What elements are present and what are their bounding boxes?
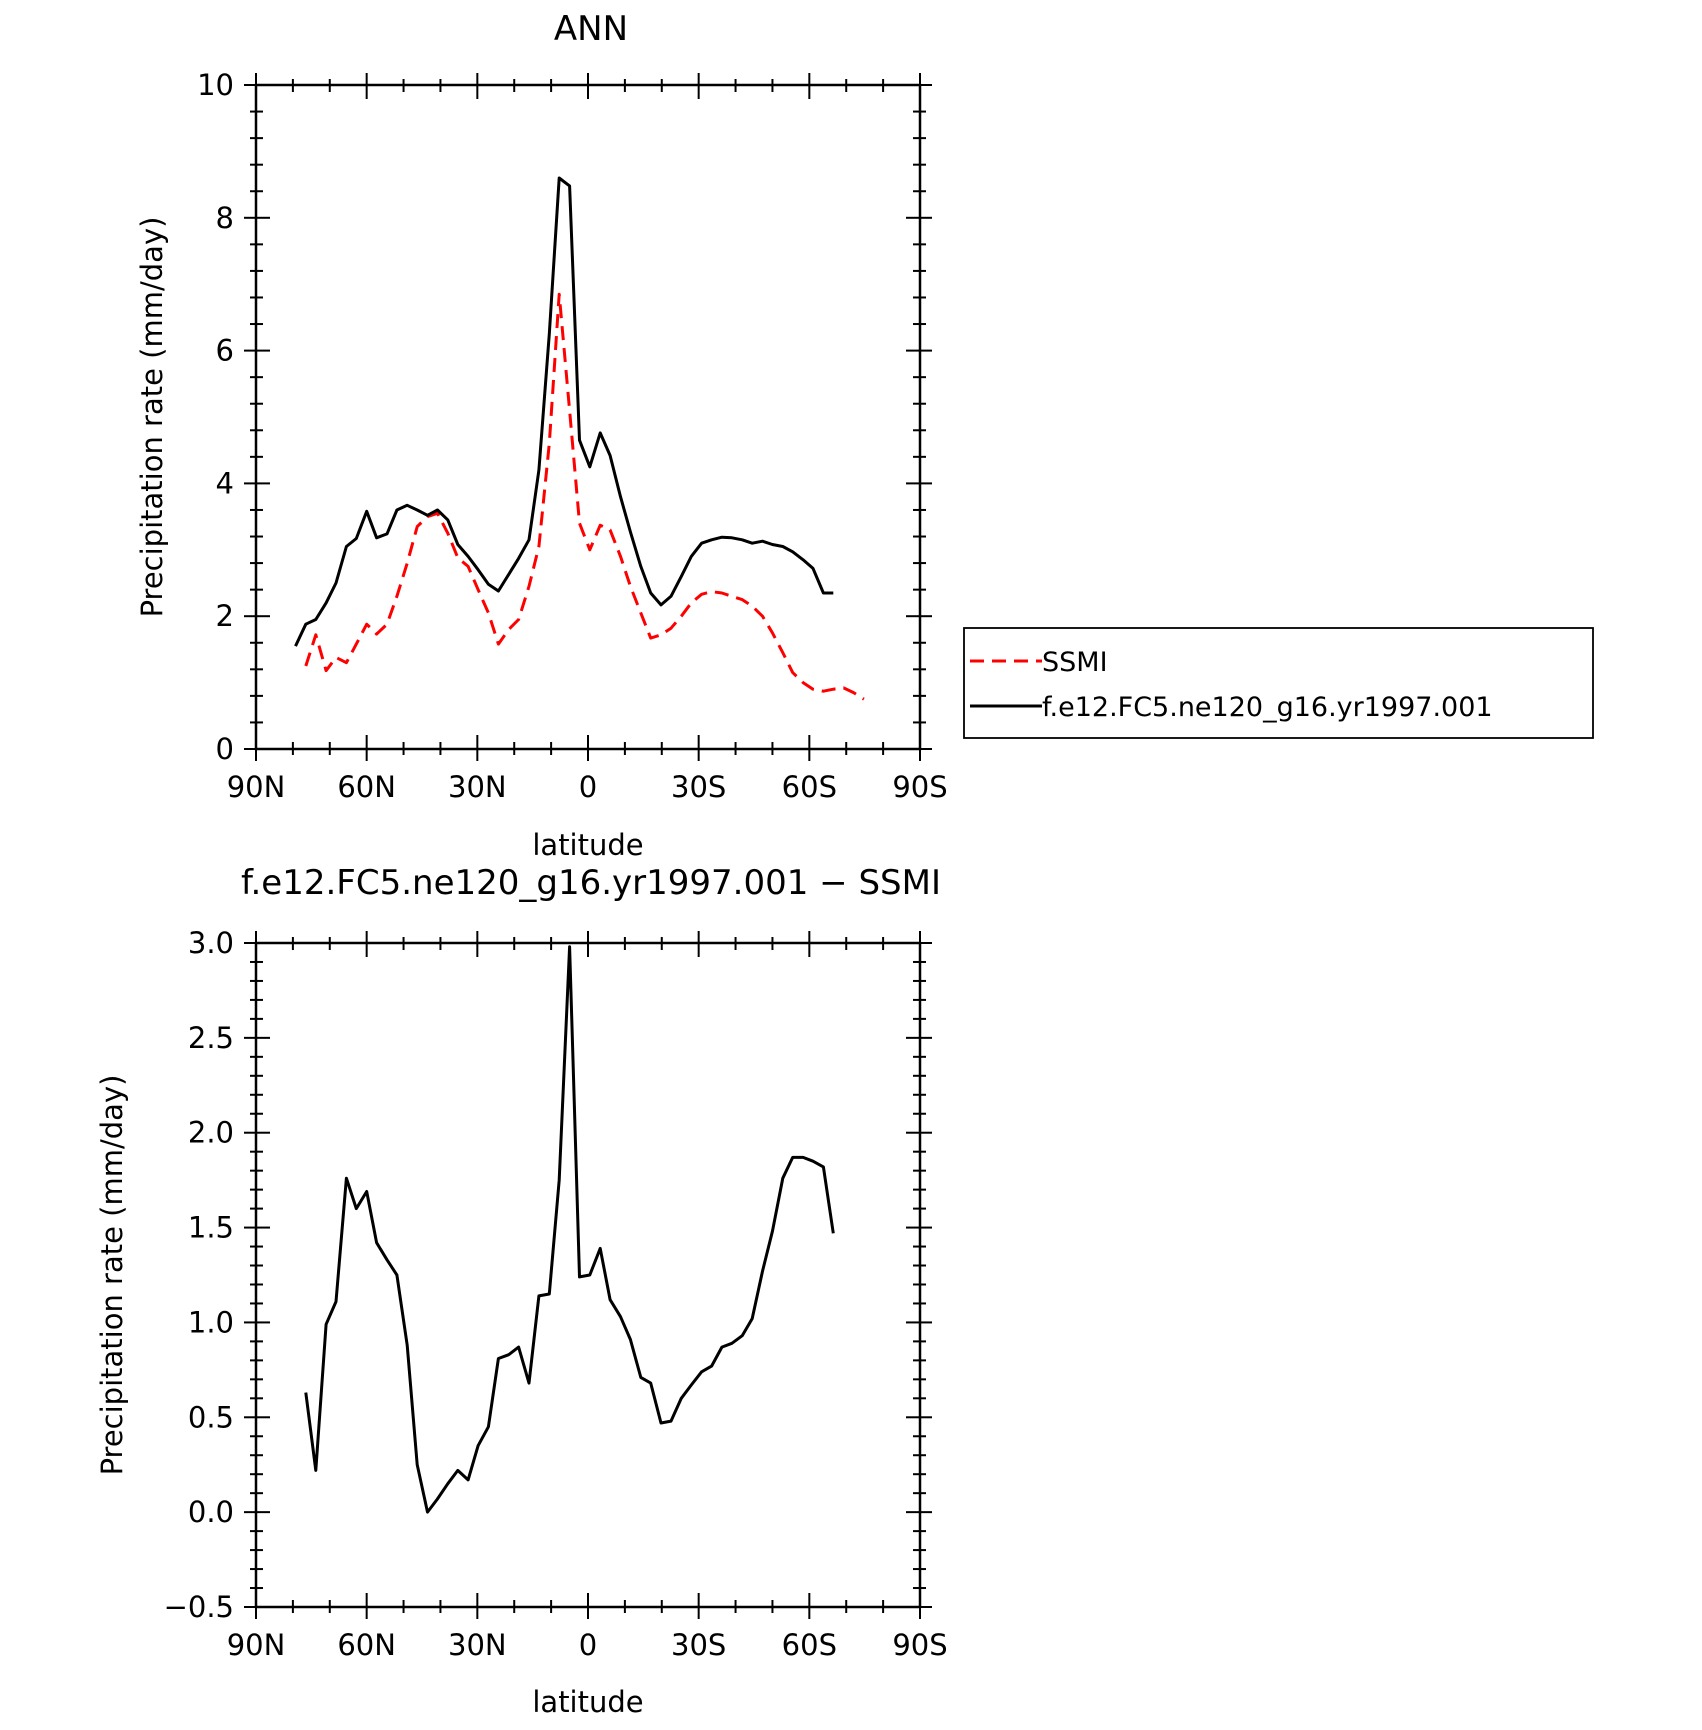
bottom-chart-title: f.e12.FC5.ne120_g16.yr1997.001 − SSMI [241,863,941,903]
bottom-y-tick-label: −0.5 [164,1590,234,1624]
top-series-lines [294,176,865,701]
top-y-axis-label: Precipitation rate (mm/day) [135,217,169,618]
top-x-tick-label: 60S [782,770,837,804]
bottom-x-tick-label: 90N [227,1628,286,1662]
bottom-x-tick-label: 60N [337,1628,396,1662]
top-x-tick-label: 0 [579,770,597,804]
bottom-y-tick-label: 1.5 [188,1211,234,1245]
bottom-x-tick-label: 0 [579,1628,597,1662]
bottom-x-axis-label: latitude [532,1685,643,1719]
top-y-tick-label: 2 [216,599,234,633]
bottom-x-tick-label: 30S [671,1628,726,1662]
legend-label-model: f.e12.FC5.ne120_g16.yr1997.001 [1042,692,1493,723]
bottom-y-tick-label: 3.0 [188,926,234,960]
legend-label-ssmi: SSMI [1042,647,1108,678]
bottom-y-tick-label: 2.5 [188,1021,234,1055]
bottom-y-tick-label: 2.0 [188,1116,234,1150]
bottom-y-tick-label: 0.5 [188,1400,234,1434]
top-plot-frame [254,83,922,751]
top-y-tick-label: 0 [216,732,234,766]
top-series-line-0 [304,292,865,701]
top-x-tick-label: 90S [892,770,947,804]
bottom-x-tick-label: 60S [782,1628,837,1662]
top-tick-labels: 90N 60N 30N 0 30S 60S 90S 0 2 4 6 8 10 [197,68,948,804]
top-y-tick-label: 4 [216,466,234,500]
bottom-panel: f.e12.FC5.ne120_g16.yr1997.001 − SSMI 90… [95,863,948,1719]
bottom-y-axis-label: Precipitation rate (mm/day) [95,1075,129,1476]
bottom-x-tick-label: 30N [448,1628,507,1662]
top-series-line-1 [294,176,834,647]
bottom-x-tick-label: 90S [892,1628,947,1662]
top-x-tick-label: 30S [671,770,726,804]
top-y-tick-label: 6 [216,334,234,368]
top-x-tick-label: 30N [448,770,507,804]
legend: SSMI f.e12.FC5.ne120_g16.yr1997.001 [963,627,1594,739]
top-chart-title: ANN [554,9,628,49]
bottom-series-lines [304,945,835,1514]
top-y-tick-label: 8 [216,201,234,235]
top-x-tick-label: 90N [227,770,286,804]
top-y-tick-label: 10 [197,68,234,102]
top-x-tick-label: 60N [337,770,396,804]
bottom-series-line-0 [304,945,835,1514]
bottom-tick-labels: 90N 60N 30N 0 30S 60S 90S −0.5 0.0 0.5 1.0 1.5 2.0 2.… [164,926,948,1662]
bottom-y-tick-label: 1.0 [188,1305,234,1339]
bottom-y-tick-label: 0.0 [188,1495,234,1529]
top-x-axis-label: latitude [532,828,643,862]
legend-box [963,627,1594,739]
bottom-plot-frame [254,941,922,1609]
